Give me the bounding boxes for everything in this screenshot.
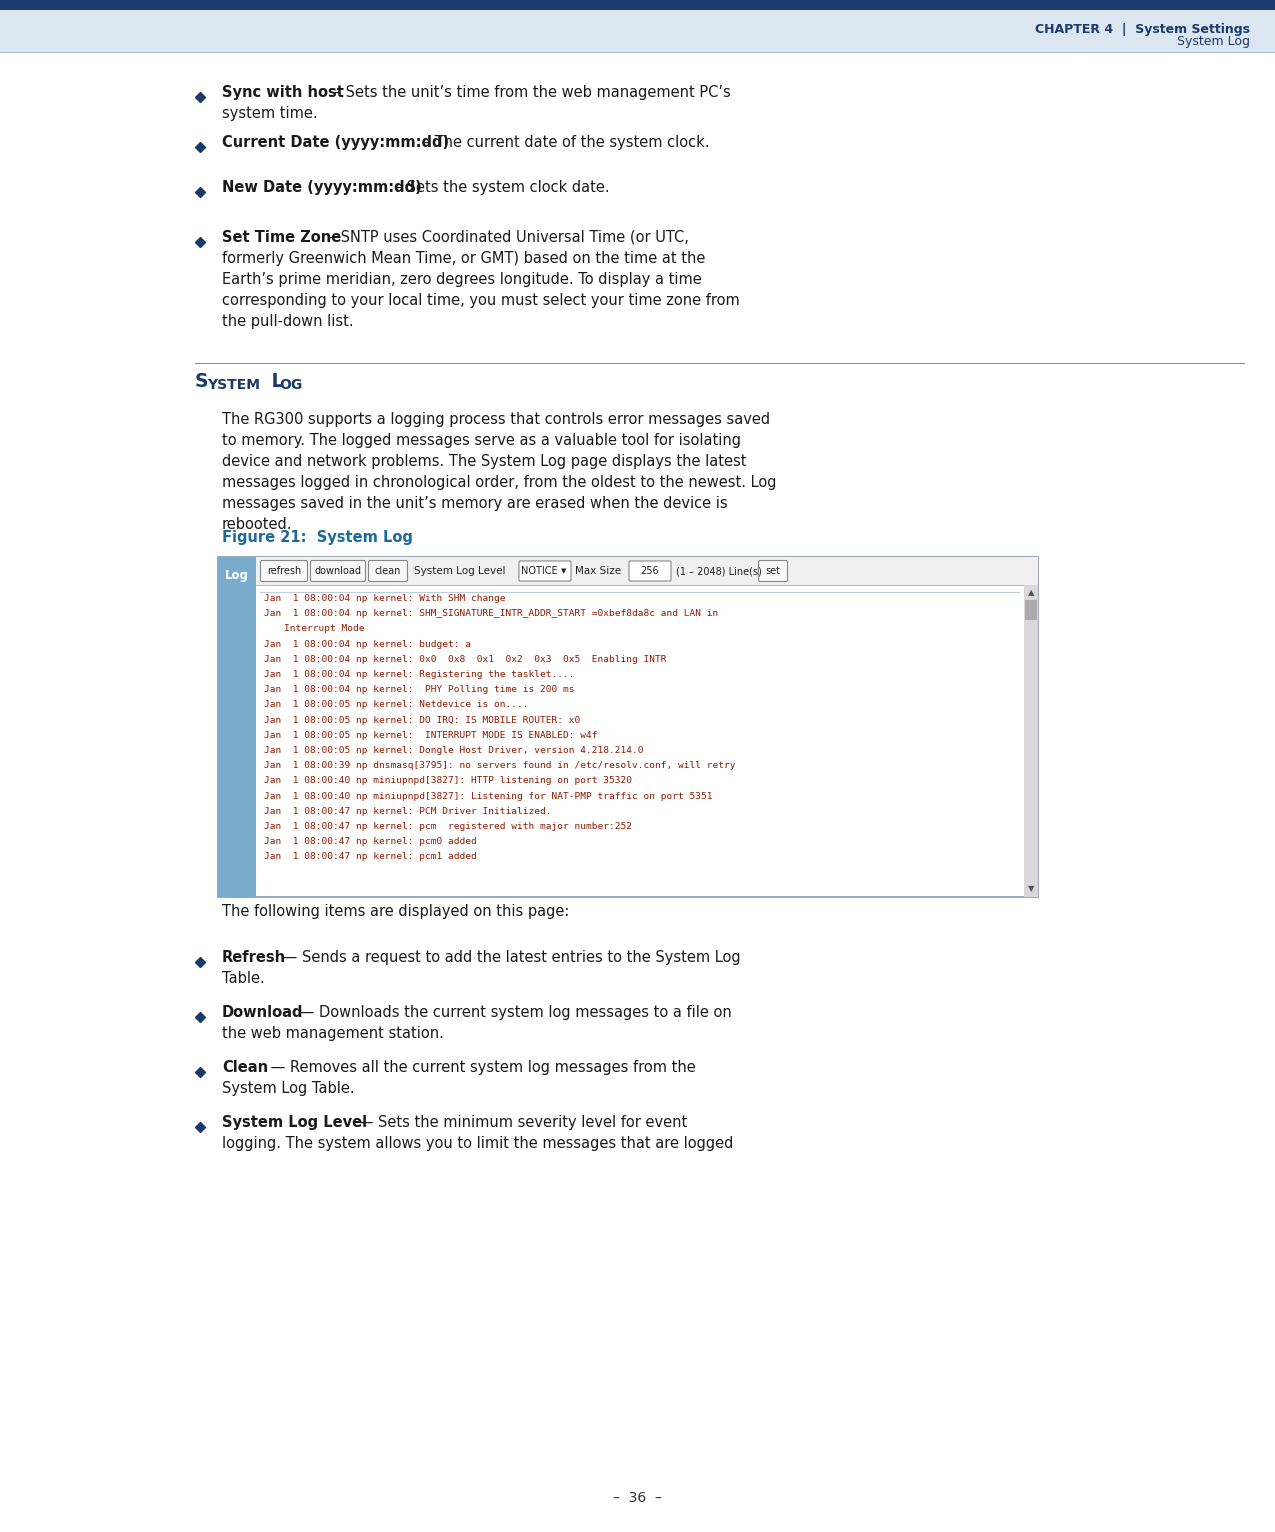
Text: System Log Level: System Log Level bbox=[222, 1115, 367, 1131]
Bar bbox=[218, 558, 256, 898]
Text: – Sets the system clock date.: – Sets the system clock date. bbox=[390, 179, 609, 195]
Text: – Sets the unit’s time from the web management PC’s: – Sets the unit’s time from the web mana… bbox=[329, 84, 731, 100]
Text: Jan  1 08:00:40 np miniupnpd[3827]: Listening for NAT-PMP traffic on port 5351: Jan 1 08:00:40 np miniupnpd[3827]: Liste… bbox=[264, 792, 713, 801]
FancyBboxPatch shape bbox=[311, 561, 366, 582]
Text: Jan  1 08:00:47 np kernel: PCM Driver Initialized.: Jan 1 08:00:47 np kernel: PCM Driver Ini… bbox=[264, 807, 552, 817]
Text: ▼: ▼ bbox=[1028, 884, 1034, 893]
Text: Log: Log bbox=[226, 568, 249, 582]
Bar bbox=[256, 558, 1038, 585]
Text: refresh: refresh bbox=[266, 565, 301, 576]
Text: — Downloads the current system log messages to a file on: — Downloads the current system log messa… bbox=[295, 1005, 732, 1020]
Text: System Log Table.: System Log Table. bbox=[222, 1082, 354, 1095]
Text: — Sets the minimum severity level for event: — Sets the minimum severity level for ev… bbox=[354, 1115, 687, 1131]
Text: Jan  1 08:00:05 np kernel: DO IRQ: IS MOBILE ROUTER: x0: Jan 1 08:00:05 np kernel: DO IRQ: IS MOB… bbox=[264, 715, 580, 725]
Text: System Log: System Log bbox=[1177, 35, 1250, 49]
Text: 256: 256 bbox=[640, 565, 659, 576]
Text: Jan  1 08:00:47 np kernel: pcm0 added: Jan 1 08:00:47 np kernel: pcm0 added bbox=[264, 836, 477, 846]
Bar bbox=[0, 0, 1275, 11]
Bar bbox=[218, 558, 1038, 898]
Text: – SNTP uses Coordinated Universal Time (or UTC,: – SNTP uses Coordinated Universal Time (… bbox=[324, 230, 688, 245]
Text: NOTICE: NOTICE bbox=[520, 565, 557, 576]
Text: to memory. The logged messages serve as a valuable tool for isolating: to memory. The logged messages serve as … bbox=[222, 434, 741, 447]
Text: S: S bbox=[195, 372, 209, 391]
Text: Jan  1 08:00:47 np kernel: pcm1 added: Jan 1 08:00:47 np kernel: pcm1 added bbox=[264, 852, 477, 861]
Text: set: set bbox=[765, 565, 780, 576]
Text: — Removes all the current system log messages from the: — Removes all the current system log mes… bbox=[266, 1060, 696, 1075]
FancyBboxPatch shape bbox=[260, 561, 307, 582]
Text: download: download bbox=[315, 565, 362, 576]
Text: Table.: Table. bbox=[222, 971, 265, 987]
Text: messages logged in chronological order, from the oldest to the newest. Log: messages logged in chronological order, … bbox=[222, 475, 776, 490]
Bar bbox=[1025, 601, 1037, 620]
Text: Jan  1 08:00:04 np kernel: With SHM change: Jan 1 08:00:04 np kernel: With SHM chang… bbox=[264, 594, 505, 604]
Text: the pull-down list.: the pull-down list. bbox=[222, 314, 353, 329]
Text: Figure 21:  System Log: Figure 21: System Log bbox=[222, 530, 413, 545]
Text: – The current date of the system clock.: – The current date of the system clock. bbox=[418, 135, 709, 150]
Text: Earth’s prime meridian, zero degrees longitude. To display a time: Earth’s prime meridian, zero degrees lon… bbox=[222, 273, 701, 286]
Text: (1 – 2048) Line(s): (1 – 2048) Line(s) bbox=[676, 565, 762, 576]
Text: Jan  1 08:00:05 np kernel: Netdevice is on....: Jan 1 08:00:05 np kernel: Netdevice is o… bbox=[264, 700, 529, 709]
Text: logging. The system allows you to limit the messages that are logged: logging. The system allows you to limit … bbox=[222, 1137, 733, 1151]
Text: formerly Greenwich Mean Time, or GMT) based on the time at the: formerly Greenwich Mean Time, or GMT) ba… bbox=[222, 251, 705, 267]
Text: Jan  1 08:00:04 np kernel: 0x0  0x8  0x1  0x2  0x3  0x5  Enabling INTR: Jan 1 08:00:04 np kernel: 0x0 0x8 0x1 0x… bbox=[264, 654, 667, 663]
Text: corresponding to your local time, you must select your time zone from: corresponding to your local time, you mu… bbox=[222, 293, 740, 308]
Text: System Log Level: System Log Level bbox=[414, 565, 505, 576]
Text: ▼: ▼ bbox=[561, 568, 566, 574]
Bar bbox=[0, 11, 1275, 52]
Text: Jan  1 08:00:39 np dnsmasq[3795]: no servers found in /etc/resolv.conf, will ret: Jan 1 08:00:39 np dnsmasq[3795]: no serv… bbox=[264, 761, 736, 771]
Text: Clean: Clean bbox=[222, 1060, 268, 1075]
Text: Jan  1 08:00:40 np miniupnpd[3827]: HTTP listening on port 35320: Jan 1 08:00:40 np miniupnpd[3827]: HTTP … bbox=[264, 777, 632, 786]
Text: Sync with host: Sync with host bbox=[222, 84, 344, 100]
FancyBboxPatch shape bbox=[629, 561, 671, 581]
Text: –  36  –: – 36 – bbox=[612, 1491, 662, 1504]
Text: messages saved in the unit’s memory are erased when the device is: messages saved in the unit’s memory are … bbox=[222, 496, 728, 512]
Text: Jan  1 08:00:47 np kernel: pcm  registered with major number:252: Jan 1 08:00:47 np kernel: pcm registered… bbox=[264, 823, 632, 830]
Text: New Date (yyyy:mm:dd): New Date (yyyy:mm:dd) bbox=[222, 179, 422, 195]
Text: OG: OG bbox=[279, 378, 302, 392]
Text: Jan  1 08:00:05 np kernel:  INTERRUPT MODE IS ENABLED: w4f: Jan 1 08:00:05 np kernel: INTERRUPT MODE… bbox=[264, 731, 598, 740]
Text: Current Date (yyyy:mm:dd): Current Date (yyyy:mm:dd) bbox=[222, 135, 449, 150]
Text: clean: clean bbox=[375, 565, 402, 576]
Text: Jan  1 08:00:04 np kernel: budget: a: Jan 1 08:00:04 np kernel: budget: a bbox=[264, 639, 470, 648]
Text: Jan  1 08:00:04 np kernel: Registering the tasklet....: Jan 1 08:00:04 np kernel: Registering th… bbox=[264, 669, 575, 679]
Text: rebooted.: rebooted. bbox=[222, 516, 292, 532]
Text: the web management station.: the web management station. bbox=[222, 1026, 444, 1042]
Text: system time.: system time. bbox=[222, 106, 317, 121]
Text: Jan  1 08:00:04 np kernel: SHM_SIGNATURE_INTR_ADDR_START =0xbef8da8c and LAN in: Jan 1 08:00:04 np kernel: SHM_SIGNATURE_… bbox=[264, 610, 718, 619]
Text: Interrupt Mode: Interrupt Mode bbox=[284, 625, 365, 633]
Text: device and network problems. The System Log page displays the latest: device and network problems. The System … bbox=[222, 453, 746, 469]
Text: Refresh: Refresh bbox=[222, 950, 286, 965]
Text: The following items are displayed on this page:: The following items are displayed on thi… bbox=[222, 904, 570, 919]
Text: Download: Download bbox=[222, 1005, 303, 1020]
Text: Jan  1 08:00:05 np kernel: Dongle Host Driver, version 4.218.214.0: Jan 1 08:00:05 np kernel: Dongle Host Dr… bbox=[264, 746, 644, 755]
Bar bbox=[1024, 585, 1038, 898]
Text: CHAPTER 4  |  System Settings: CHAPTER 4 | System Settings bbox=[1035, 23, 1250, 35]
Text: YSTEM: YSTEM bbox=[207, 378, 260, 392]
FancyBboxPatch shape bbox=[759, 561, 788, 582]
Text: — Sends a request to add the latest entries to the System Log: — Sends a request to add the latest entr… bbox=[278, 950, 741, 965]
Text: The RG300 supports a logging process that controls error messages saved: The RG300 supports a logging process tha… bbox=[222, 412, 770, 427]
FancyBboxPatch shape bbox=[368, 561, 408, 582]
Text: ▲: ▲ bbox=[1028, 588, 1034, 597]
Text: Set Time Zone: Set Time Zone bbox=[222, 230, 342, 245]
FancyBboxPatch shape bbox=[519, 561, 571, 581]
Text: Max Size: Max Size bbox=[575, 565, 621, 576]
Text: L: L bbox=[265, 372, 283, 391]
Text: Jan  1 08:00:04 np kernel:  PHY Polling time is 200 ms: Jan 1 08:00:04 np kernel: PHY Polling ti… bbox=[264, 685, 575, 694]
